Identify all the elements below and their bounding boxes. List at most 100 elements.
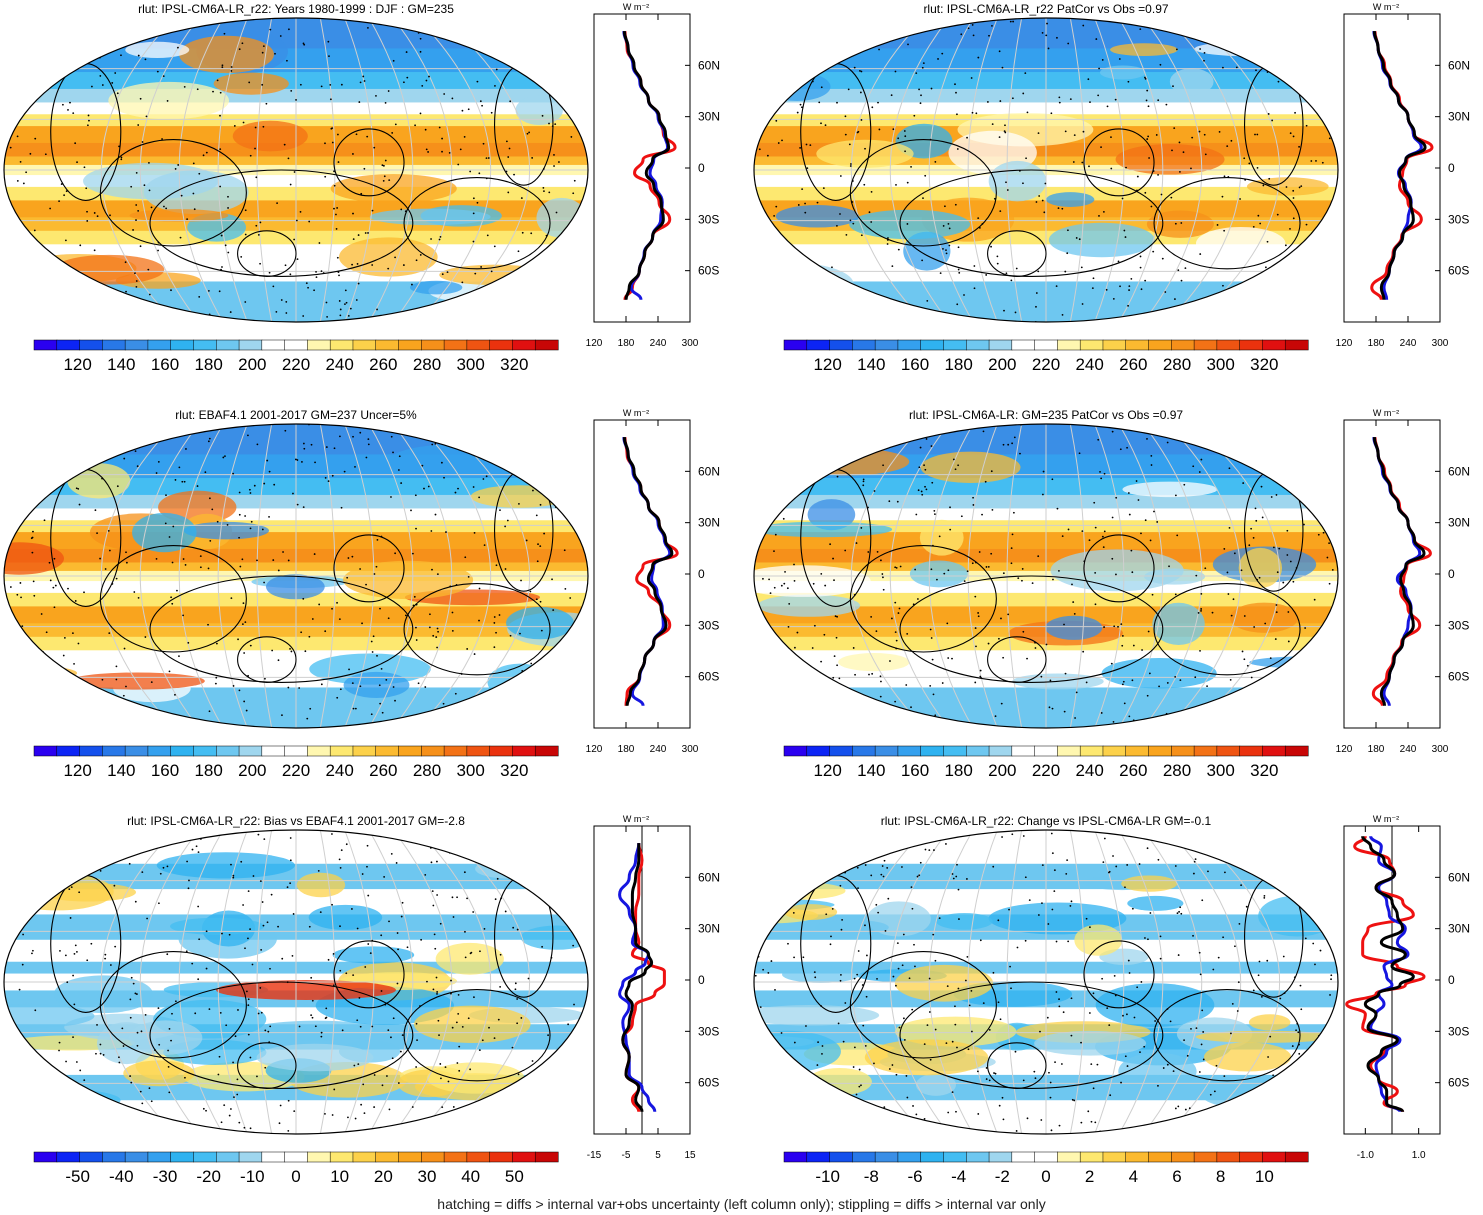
profile-x-tick-label: 180 [1368, 744, 1385, 755]
colorbar-swatch [512, 339, 536, 351]
coastline [1153, 989, 1301, 1082]
colorbar-swatch [216, 1151, 240, 1163]
colorbar-tick-label: 300 [456, 761, 484, 780]
coastline [1083, 940, 1155, 1009]
colorbar-swatch [489, 1151, 513, 1163]
colorbar-swatch [1034, 1151, 1058, 1163]
colorbar-swatch [421, 339, 445, 351]
colorbar-swatch [193, 745, 217, 757]
zonal-profile: W m⁻² 120 180 240 300 60N 30N 0 30S 60S [1336, 408, 1470, 755]
profile-lat-label: 30S [1448, 618, 1469, 632]
profile-lat-label: 30S [698, 212, 719, 226]
panel-svg: 120 140 160 180 200 220 240 260 280 300 320 W m⁻² 12… [753, 408, 1470, 780]
panel-svg: -50 -40 -30 -20 -10 0 10 20 30 40 50 W m⁻² -15 -5 5 15 6… [3, 814, 720, 1186]
colorbar: 120 140 160 180 200 220 240 260 280 300 320 [783, 339, 1309, 374]
colorbar-swatch [352, 745, 377, 757]
panel-svg: -10 -8 -6 -4 -2 0 2 4 6 8 10 W m⁻² -1.0 1.0 60N 30N 0 30S… [753, 814, 1470, 1186]
colorbar-swatch [1193, 339, 1218, 351]
colorbar: -50 -40 -30 -20 -10 0 10 20 30 40 50 [33, 1151, 559, 1186]
profile-lat-label: 30N [698, 110, 720, 124]
unit-label: W m⁻² [623, 408, 649, 418]
profile-lat-label: 60S [1448, 1076, 1469, 1090]
profile-series-blue [618, 843, 657, 1112]
colorbar-tick-label: 160 [901, 761, 929, 780]
colorbar-swatch [897, 339, 922, 351]
colorbar-swatch [852, 339, 876, 351]
coastline [149, 981, 414, 1089]
colorbar-tick-label: 50 [505, 1167, 524, 1186]
colorbar-swatch [466, 339, 491, 351]
profile-x-tick-label: 120 [1336, 744, 1353, 755]
colorbar-tick-label: -10 [815, 1167, 840, 1186]
coastline [987, 230, 1047, 277]
colorbar-swatch [783, 1151, 808, 1163]
coastline [403, 989, 551, 1082]
world-map [753, 829, 1339, 1135]
map-title: rlut: IPSL-CM6A-LR_r22: Years 1980-1999 … [138, 2, 454, 16]
colorbar-swatch [443, 1151, 468, 1163]
unit-label: W m⁻² [623, 814, 649, 824]
colorbar-swatch [238, 1151, 263, 1163]
coastline [99, 951, 247, 1059]
colorbar-swatch [375, 745, 400, 757]
colorbar-tick-label: 220 [282, 355, 310, 374]
colorbar-swatch [261, 745, 286, 757]
colorbar-swatch [375, 339, 400, 351]
colorbar-swatch [1171, 339, 1195, 351]
colorbar-swatch [920, 745, 945, 757]
profile-series-blue [1369, 835, 1410, 1113]
colorbar-swatch [988, 1151, 1013, 1163]
colorbar-swatch [1034, 745, 1058, 757]
colorbar-tick-label: 120 [813, 761, 841, 780]
colorbar-swatch [1239, 745, 1263, 757]
colorbar-tick-label: 300 [1206, 355, 1234, 374]
colorbar-swatch [829, 339, 853, 351]
colorbar-tick-label: 160 [901, 355, 929, 374]
profile-x-tick-label: 240 [1400, 338, 1417, 349]
colorbar-swatch [534, 339, 559, 351]
profile-x-tick-label: 180 [618, 744, 635, 755]
profile-series-blue [622, 31, 670, 301]
zonal-profile: W m⁻² -15 -5 5 15 60N 30N 0 30S 60S [587, 814, 720, 1161]
colorbar-swatch [56, 745, 81, 757]
colorbar-swatch [1125, 745, 1150, 757]
colorbar-tick-label: -8 [864, 1167, 879, 1186]
colorbar-tick-label: 140 [107, 761, 135, 780]
coastline [1083, 534, 1155, 603]
map-field [4, 18, 588, 322]
profile-series-black [622, 437, 674, 706]
map-field [4, 424, 588, 728]
colorbar-tick-label: 180 [194, 355, 222, 374]
colorbar-swatch [806, 745, 831, 757]
profile-frame [1343, 13, 1441, 323]
coastline [333, 940, 405, 1009]
coastline [333, 534, 405, 603]
map-field [754, 18, 1338, 322]
profile-series-black [1372, 31, 1427, 300]
colorbar-tick-label: 2 [1085, 1167, 1094, 1186]
colorbar-swatch [988, 339, 1013, 351]
colorbar-swatch [943, 745, 967, 757]
zonal-profile: W m⁻² -1.0 1.0 60N 30N 0 30S 60S [1343, 814, 1470, 1161]
colorbar-swatch [124, 745, 149, 757]
colorbar-swatch [1125, 339, 1150, 351]
map-title: rlut: IPSL-CM6A-LR: GM=235 PatCor vs Obs… [908, 408, 1184, 422]
coastline [987, 636, 1047, 683]
zonal-profile: W m⁻² 120 180 240 300 60N 30N 0 30S 60S [1336, 2, 1470, 349]
colorbar-swatch [216, 745, 240, 757]
colorbar-tick-label: 300 [1206, 761, 1234, 780]
colorbar-tick-label: 180 [194, 761, 222, 780]
coastline [1083, 128, 1155, 197]
map-title: rlut: IPSL-CM6A-LR_r22: Change vs IPSL-C… [880, 814, 1212, 828]
colorbar-swatch [443, 339, 468, 351]
profile-lat-label: 60S [698, 670, 719, 684]
colorbar-tick-label: 260 [1119, 761, 1147, 780]
profile-lat-label: 30N [1448, 516, 1470, 530]
colorbar-swatch [1079, 745, 1104, 757]
map-title: rlut: IPSL-CM6A-LR_r22 PatCor vs Obs =0.… [923, 2, 1169, 16]
colorbar-tick-label: 200 [238, 355, 266, 374]
profile-lat-label: 0 [698, 973, 705, 987]
colorbar-tick-label: 320 [500, 761, 528, 780]
colorbar-swatch [284, 339, 308, 351]
colorbar-swatch [421, 1151, 445, 1163]
